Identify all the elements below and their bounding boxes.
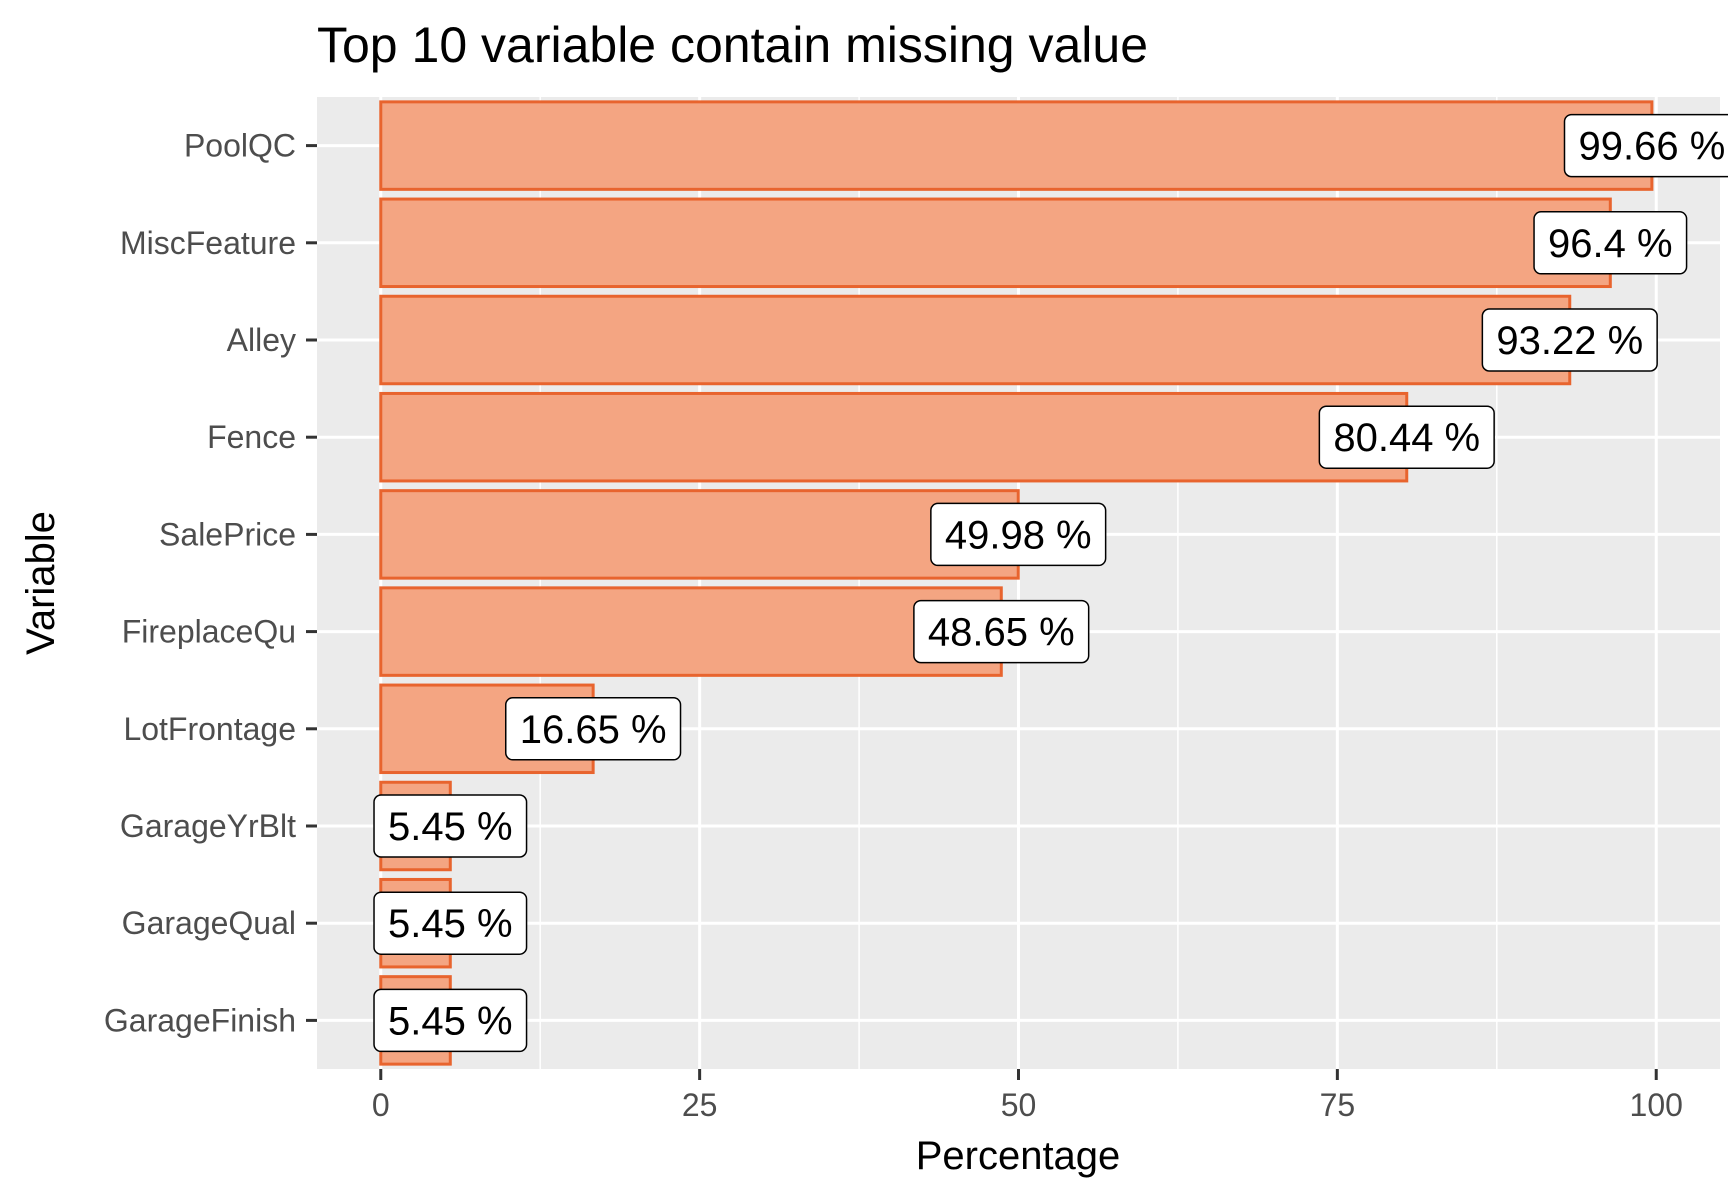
data-label-poolqc: 99.66 % xyxy=(1563,113,1728,178)
data-label: 5.45 % xyxy=(388,902,513,946)
data-label-box xyxy=(373,988,528,1053)
x-axis-title: Percentage xyxy=(916,1134,1121,1178)
data-label-box xyxy=(930,502,1107,567)
data-label-garagequal: 5.45 % xyxy=(373,891,528,955)
data-label-saleprice: 49.98 % xyxy=(930,502,1107,567)
data-label-fireplacequ: 48.65 % xyxy=(913,599,1090,664)
data-label-box xyxy=(504,697,682,761)
data-label: 99.66 % xyxy=(1579,125,1726,169)
y-tick-label: GarageYrBlt xyxy=(120,808,296,844)
data-label: 49.98 % xyxy=(945,513,1092,557)
y-tick-label: GarageQual xyxy=(122,905,296,941)
data-label-box xyxy=(373,794,528,858)
data-label: 96.4 % xyxy=(1548,222,1673,266)
bars xyxy=(379,100,1654,1066)
data-label: 93.22 % xyxy=(1496,319,1643,363)
y-tick-label: FireplaceQu xyxy=(122,614,296,650)
bar-miscfeature xyxy=(379,197,1612,289)
data-label-garagefinish: 5.45 % xyxy=(373,988,528,1053)
x-tick-label: 0 xyxy=(372,1087,390,1123)
data-label-box xyxy=(1318,405,1495,469)
data-label: 48.65 % xyxy=(928,611,1075,655)
bar-saleprice xyxy=(379,489,1020,580)
y-tick-label: Fence xyxy=(207,419,296,455)
chart-title: Top 10 variable contain missing value xyxy=(317,17,1148,73)
data-label-box xyxy=(1481,308,1658,372)
bar-poolqc xyxy=(379,100,1654,191)
data-label: 5.45 % xyxy=(388,999,513,1043)
data-label-fence: 80.44 % xyxy=(1318,405,1495,469)
bar-fence xyxy=(379,391,1409,483)
data-label-garageyrblt: 5.45 % xyxy=(373,794,528,858)
data-label: 80.44 % xyxy=(1333,416,1480,460)
data-label-box xyxy=(373,891,528,955)
y-axis: PoolQC MiscFeature Alley Fence SalePrice Fire… xyxy=(104,128,317,1038)
x-tick-label: 100 xyxy=(1630,1087,1683,1123)
x-axis: 0 25 50 75 100 xyxy=(372,1069,1683,1123)
data-label-box xyxy=(913,599,1090,664)
data-label: 16.65 % xyxy=(520,708,667,752)
y-tick-label: PoolQC xyxy=(184,128,296,164)
data-label-box xyxy=(1563,113,1728,178)
x-tick-label: 50 xyxy=(1001,1087,1037,1123)
y-tick-label: Alley xyxy=(227,322,296,358)
y-axis-title: Variable xyxy=(19,511,63,655)
y-tick-label: MiscFeature xyxy=(120,225,296,261)
x-tick-label: 75 xyxy=(1320,1087,1356,1123)
data-label-miscfeature: 96.4 % xyxy=(1533,211,1688,275)
bar-alley xyxy=(379,294,1572,386)
data-label-lotfrontage: 16.65 % xyxy=(504,697,682,761)
data-label: 5.45 % xyxy=(388,805,513,849)
y-tick-label: GarageFinish xyxy=(104,1002,296,1038)
data-label-box xyxy=(1533,211,1688,275)
y-tick-label: LotFrontage xyxy=(123,711,296,747)
data-label-alley: 93.22 % xyxy=(1481,308,1658,372)
bar-fireplacequ xyxy=(379,586,1003,677)
data-labels: 99.66 % 96.4 % 93.22 % 80.44 % 49.98 % 48.65 … xyxy=(373,113,1728,1053)
y-tick-label: SalePrice xyxy=(159,516,296,552)
x-tick-label: 25 xyxy=(682,1087,718,1123)
